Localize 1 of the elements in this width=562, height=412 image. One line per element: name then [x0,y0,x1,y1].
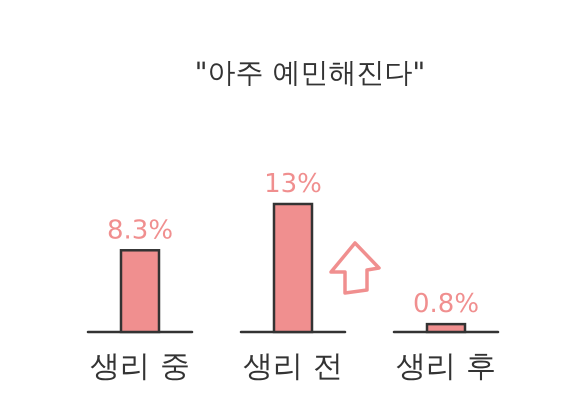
title: "아주 예민해진다" [194,56,426,89]
